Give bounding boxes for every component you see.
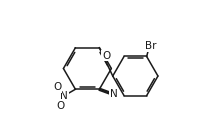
Text: O: O xyxy=(102,51,110,61)
Text: Br: Br xyxy=(145,42,156,52)
Text: N: N xyxy=(60,91,68,101)
Text: N: N xyxy=(110,89,118,99)
Text: O: O xyxy=(56,101,64,111)
Text: O: O xyxy=(53,82,61,92)
